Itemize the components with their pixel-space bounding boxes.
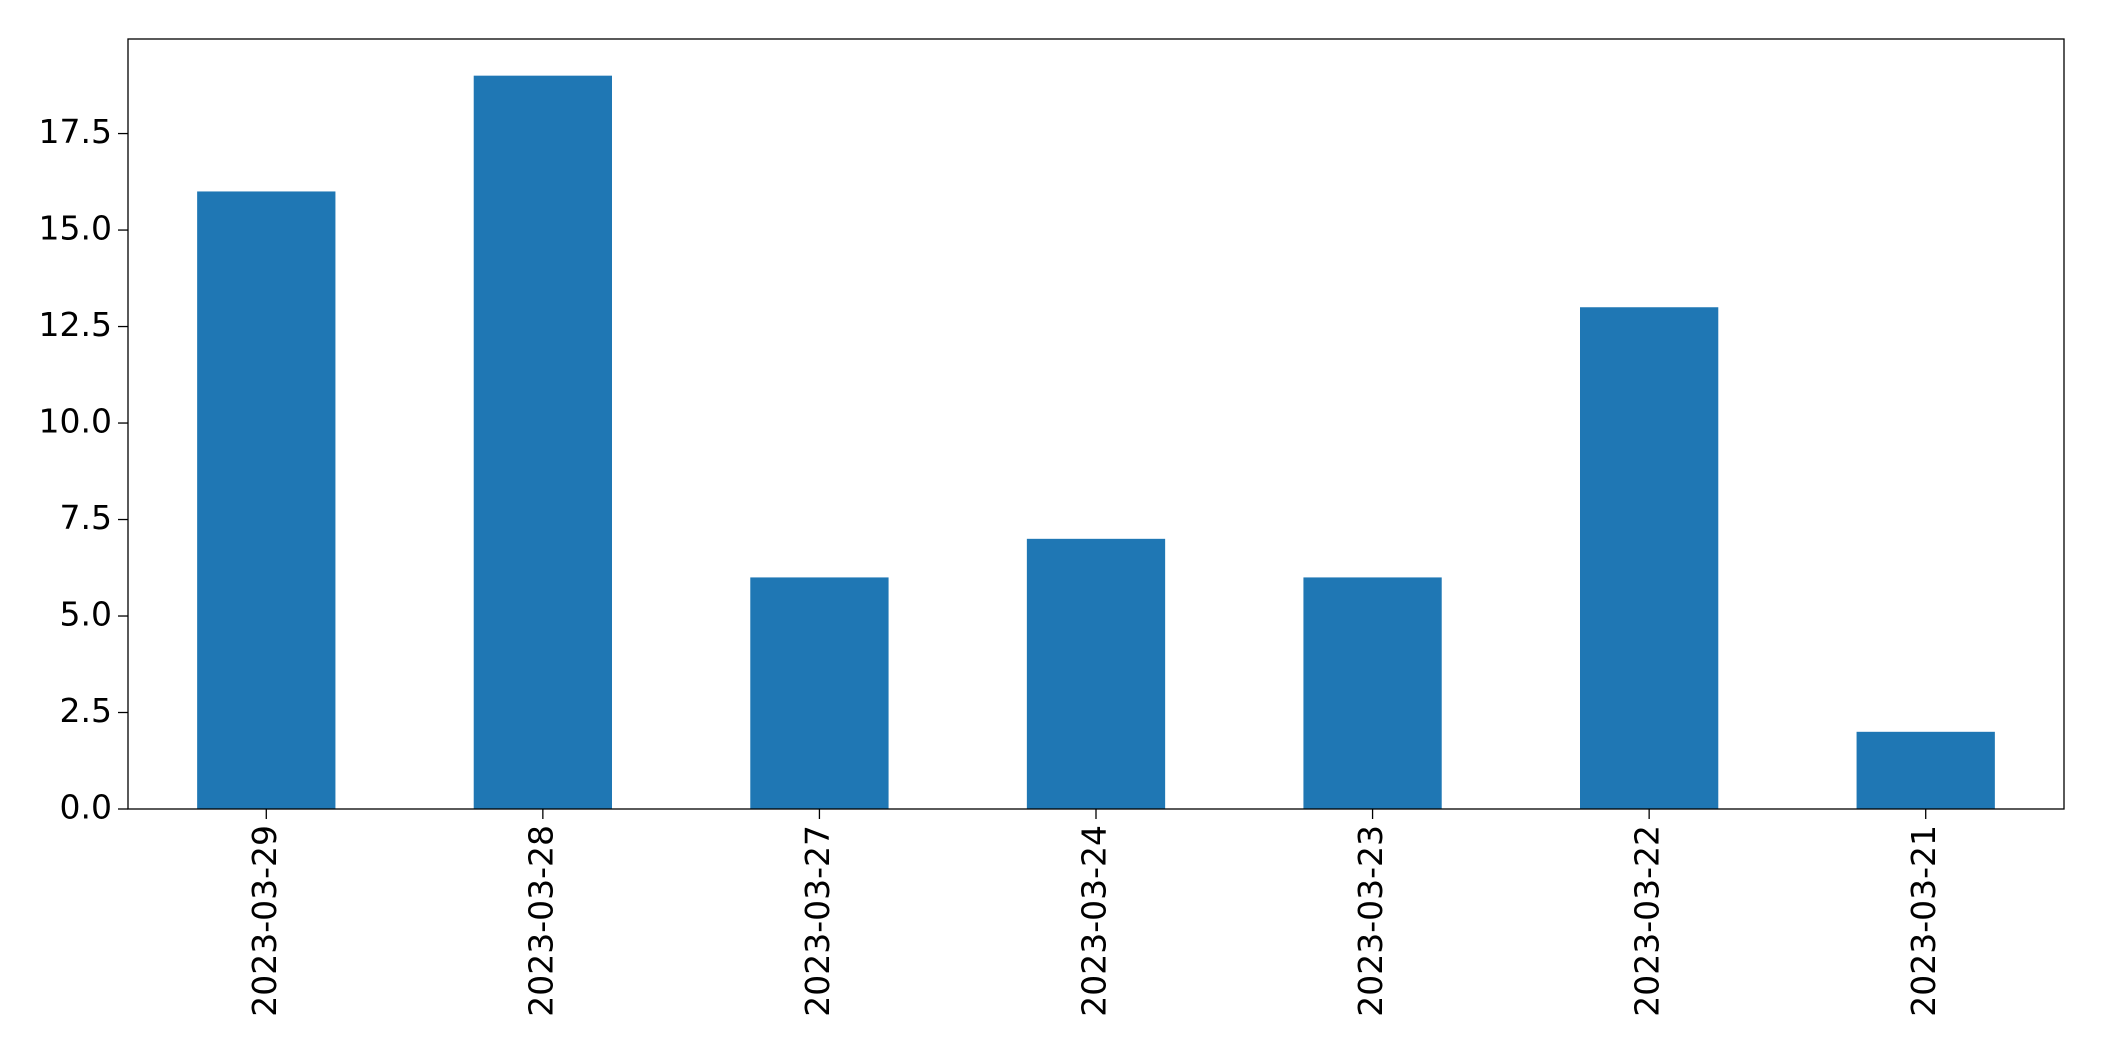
y-tick-label: 2.5 bbox=[60, 691, 112, 730]
bar bbox=[1580, 307, 1719, 809]
bar bbox=[750, 577, 889, 809]
y-tick-label: 10.0 bbox=[39, 402, 112, 441]
x-tick-label: 2023-03-24 bbox=[1075, 825, 1114, 1017]
bar bbox=[1856, 731, 1995, 809]
y-tick-label: 5.0 bbox=[60, 595, 112, 634]
x-tick-label: 2023-03-23 bbox=[1351, 825, 1390, 1017]
bar bbox=[473, 75, 612, 809]
y-tick-label: 12.5 bbox=[39, 305, 112, 344]
y-tick-label: 15.0 bbox=[39, 209, 112, 248]
y-tick-label: 17.5 bbox=[39, 112, 112, 151]
x-tick-label: 2023-03-28 bbox=[521, 825, 560, 1017]
x-tick-label: 2023-03-29 bbox=[245, 825, 284, 1017]
x-tick-label: 2023-03-22 bbox=[1628, 825, 1667, 1017]
y-tick-label: 0.0 bbox=[60, 788, 112, 827]
y-tick-label: 7.5 bbox=[60, 498, 112, 537]
plot-frame bbox=[127, 38, 2065, 810]
bar bbox=[1303, 577, 1442, 809]
bar bbox=[1026, 538, 1166, 809]
bar bbox=[197, 191, 336, 809]
x-tick-label: 2023-03-21 bbox=[1904, 825, 1943, 1017]
x-tick-label: 2023-03-27 bbox=[798, 825, 837, 1017]
